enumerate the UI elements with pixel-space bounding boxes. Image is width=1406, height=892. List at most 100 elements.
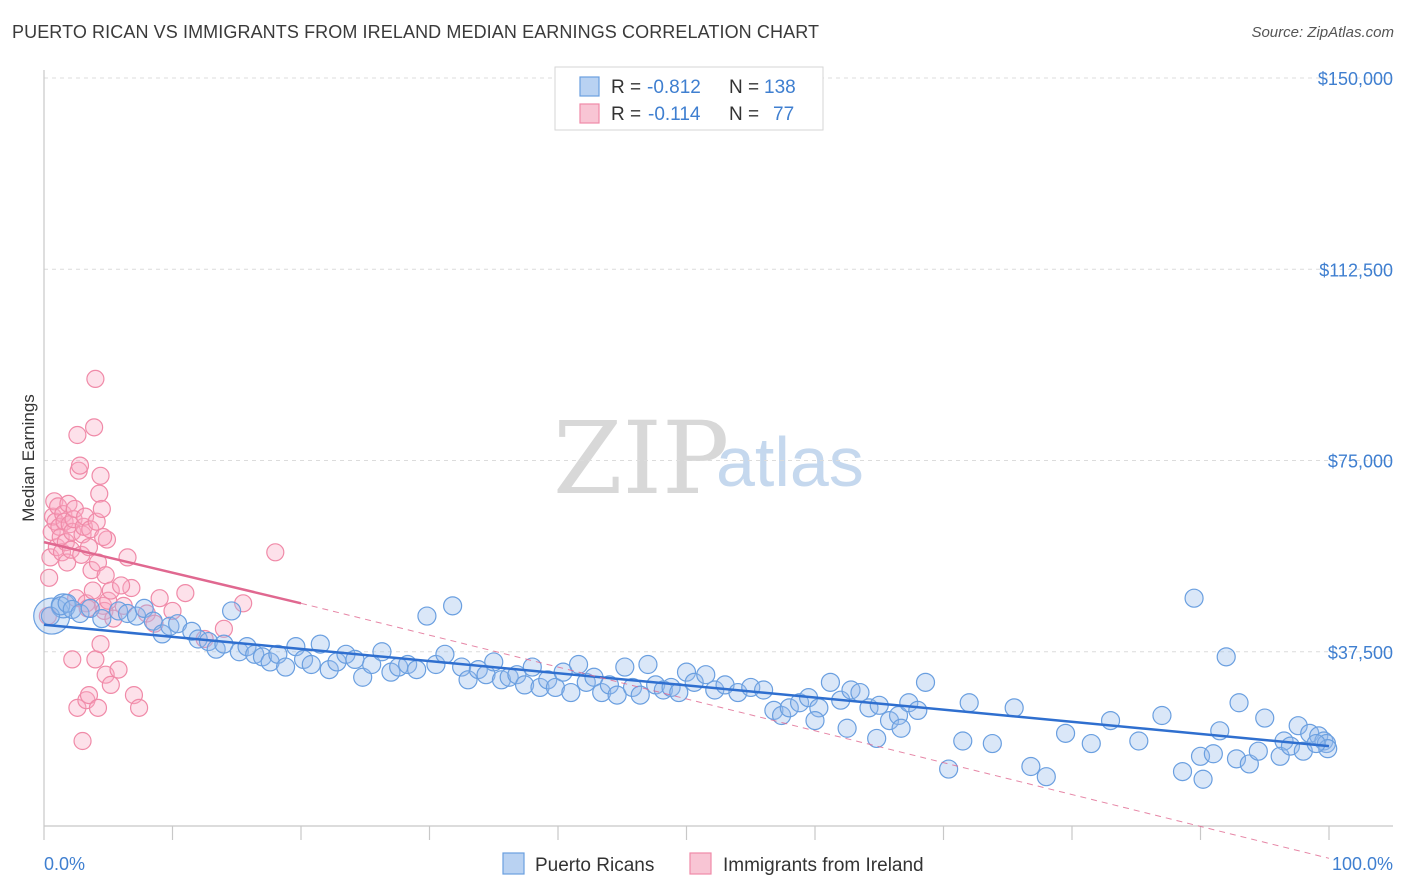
point-puerto-ricans-137 (1193, 769, 1213, 789)
trend-lines (43, 540, 1330, 859)
point-puerto-ricans-59 (545, 677, 566, 698)
point-puerto-ricans-138 (1184, 588, 1204, 608)
point-puerto-ricans-99 (908, 700, 928, 721)
point-puerto-ricans-81 (728, 682, 748, 703)
point-puerto-ricans-46 (443, 596, 463, 616)
point-puerto-ricans-22 (237, 637, 257, 657)
point-ireland-35 (83, 581, 102, 600)
source-label: Source: ZipAtlas.com (1251, 24, 1394, 41)
point-puerto-ricans-109 (1004, 698, 1024, 718)
legend-swatch-puerto-ricans (502, 852, 525, 875)
point-puerto-ricans-61 (561, 682, 581, 703)
legend-swatch-pink (579, 103, 600, 124)
point-puerto-ricans-2 (57, 593, 77, 613)
point-puerto-ricans-106 (953, 731, 973, 751)
point-puerto-ricans-56 (522, 657, 542, 677)
x-tick-label-min: 0.0% (44, 854, 85, 874)
watermark-zip: ZIP (553, 400, 729, 517)
correlation-legend: R = -0.812 N = 138 R = -0.114 N = 77 (554, 66, 824, 131)
point-puerto-ricans-58 (538, 670, 558, 690)
point-puerto-ricans-69 (622, 677, 643, 698)
legend-n-label-1: N = (729, 77, 759, 98)
point-puerto-ricans-32 (319, 659, 339, 680)
point-puerto-ricans-90 (820, 672, 841, 692)
point-puerto-ricans-105 (939, 759, 959, 779)
point-ireland-54 (91, 634, 110, 654)
point-ireland-70 (73, 731, 92, 751)
point-puerto-ricans-130 (1270, 746, 1290, 766)
point-puerto-ricans-66 (599, 675, 620, 695)
series-legend: Puerto Ricans Immigrants from Ireland (502, 852, 924, 876)
point-ireland-36 (85, 418, 104, 437)
point-puerto-ricans-129 (1318, 739, 1338, 759)
point-puerto-ricans-70 (630, 685, 650, 705)
point-ireland-23 (68, 425, 87, 445)
point-puerto-ricans-4 (70, 603, 90, 624)
point-puerto-ricans-67 (607, 685, 627, 705)
point-puerto-ricans-48 (458, 670, 478, 690)
watermark-atlas: atlas (716, 423, 864, 501)
point-puerto-ricans-31 (310, 634, 330, 654)
point-ireland-71 (79, 685, 99, 705)
point-puerto-ricans-104 (915, 672, 936, 692)
point-puerto-ricans-112 (1055, 723, 1076, 743)
point-puerto-ricans-87 (789, 693, 810, 713)
point-puerto-ricans-20 (222, 601, 242, 621)
point-puerto-ricans-55 (514, 675, 535, 695)
trend-line-puerto-ricans (43, 623, 1330, 748)
legend-r-label-1: R = (611, 77, 641, 98)
point-puerto-ricans-136 (1203, 744, 1223, 764)
legend-swatch-blue (579, 76, 600, 97)
y-tick-label-0: $37,500 (1328, 643, 1393, 663)
point-ireland-2 (41, 548, 60, 567)
point-puerto-ricans-115 (1129, 731, 1149, 751)
y-tick-label-1: $75,000 (1328, 452, 1393, 472)
point-ireland-21 (65, 499, 84, 519)
legend-label-immigrants-from-ireland: Immigrants from Ireland (723, 855, 924, 876)
y-tick-label-2: $112,500 (1319, 260, 1393, 280)
series-puerto-ricans (33, 588, 1338, 789)
point-puerto-ricans-19 (214, 634, 234, 654)
point-ireland-60 (129, 698, 149, 717)
trend-line-ireland (43, 540, 302, 605)
point-puerto-ricans-101 (837, 718, 857, 738)
legend-box (554, 66, 824, 131)
point-ireland-1 (40, 568, 59, 587)
legend-r-label-2: R = (611, 104, 641, 125)
point-puerto-ricans-116 (1152, 705, 1172, 726)
point-ireland-53 (86, 650, 105, 669)
point-ireland-48 (101, 581, 120, 600)
point-puerto-ricans-30 (301, 654, 321, 675)
point-puerto-ricans-100 (805, 710, 825, 731)
point-puerto-ricans-27 (275, 657, 296, 677)
trend-line-ireland-extension (300, 602, 1330, 859)
point-ireland-45 (96, 566, 115, 585)
point-puerto-ricans-57 (530, 677, 550, 698)
point-puerto-ricans-85 (771, 705, 792, 726)
point-puerto-ricans-124 (1288, 716, 1308, 736)
point-puerto-ricans-120 (1226, 749, 1247, 769)
point-puerto-ricans-71 (638, 654, 658, 675)
point-ireland-66 (176, 583, 195, 603)
point-ireland-40 (90, 484, 109, 503)
chart-title: PUERTO RICAN VS IMMIGRANTS FROM IRELAND … (12, 22, 820, 42)
point-ireland-73 (94, 527, 113, 547)
point-puerto-ricans-52 (491, 670, 512, 690)
point-puerto-ricans-111 (1036, 767, 1056, 787)
point-puerto-ricans-96 (879, 710, 900, 731)
point-puerto-ricans-25 (260, 652, 280, 672)
point-puerto-ricans-117 (1172, 761, 1193, 782)
point-ireland-64 (150, 589, 169, 608)
legend-n-label-2: N = (729, 104, 759, 125)
point-puerto-ricans-15 (182, 621, 202, 641)
point-ireland-57 (109, 660, 128, 679)
point-ireland-68 (214, 619, 233, 638)
point-ireland-37 (86, 369, 105, 388)
legend-swatch-immigrants-from-ireland (689, 852, 712, 875)
point-puerto-ricans-65 (592, 682, 612, 703)
point-ireland-76 (266, 543, 285, 562)
point-puerto-ricans-6 (92, 608, 112, 629)
point-ireland-74 (111, 576, 131, 595)
point-puerto-ricans-13 (160, 616, 180, 636)
